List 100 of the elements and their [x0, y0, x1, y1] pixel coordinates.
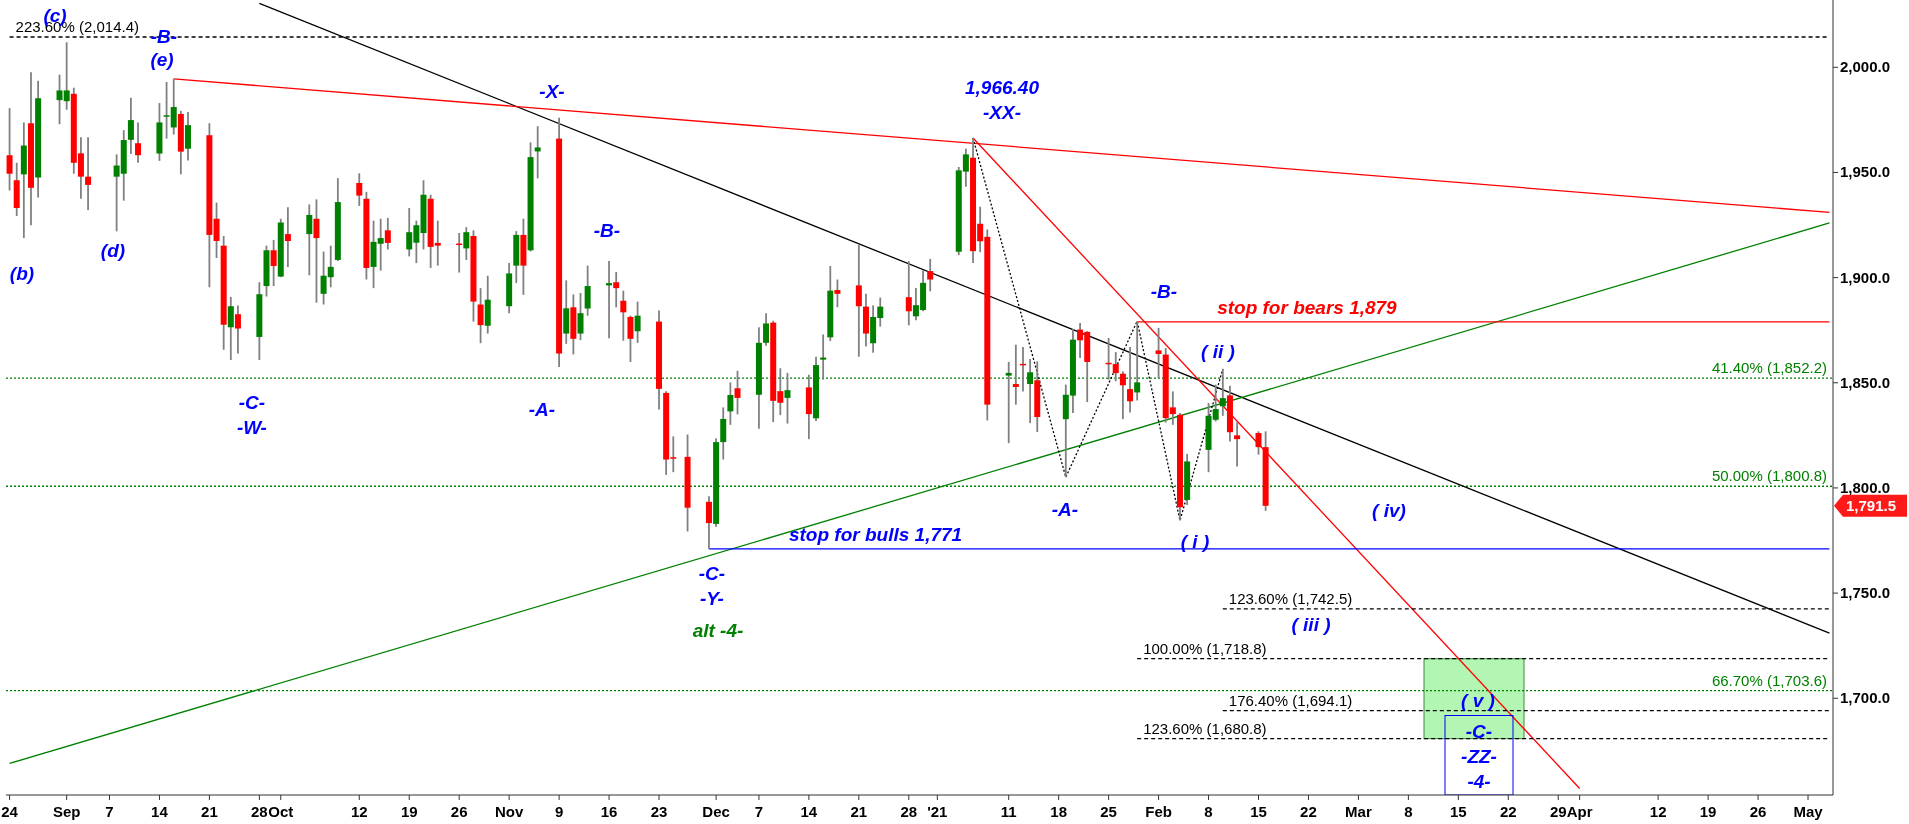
y-tick-label: 1,800.0	[1840, 478, 1891, 496]
x-tick-label: Feb	[1145, 803, 1172, 820]
annotation: -B-	[150, 26, 178, 48]
x-tick-label: 14	[800, 803, 818, 820]
annotation: -B-	[593, 220, 621, 242]
candlestick	[284, 206, 291, 268]
x-tick-label: Oct	[268, 803, 294, 820]
candlestick	[270, 239, 277, 287]
x-tick-label: Mar	[1345, 803, 1372, 820]
annotation: ( v )	[1461, 690, 1495, 712]
x-tick-label: 26	[450, 803, 468, 820]
candlestick	[127, 96, 134, 155]
y-tick-label: 1,700.0	[1840, 689, 1891, 707]
candlestick	[85, 136, 92, 211]
x-tick-label: 28	[900, 803, 918, 820]
x-tick-label: 26	[1749, 803, 1767, 820]
candlestick	[727, 381, 734, 426]
x-tick-label: 7	[105, 803, 114, 820]
x-tick-label: Sep	[52, 803, 81, 820]
annotation: ( ii )	[1201, 341, 1235, 363]
annotation: (e)	[150, 49, 174, 71]
candlestick	[1155, 326, 1162, 379]
series-label: 123.60% (1,742.5)	[1228, 589, 1353, 607]
x-tick-label: 22	[1499, 803, 1517, 820]
x-tick-label: 15	[1449, 803, 1467, 820]
x-tick-label: 12	[350, 803, 368, 820]
x-tick-label: '21	[927, 803, 948, 820]
y-tick-label: 1,900.0	[1840, 268, 1891, 286]
candlestick	[6, 107, 13, 192]
series-label: 123.60% (1,680.8)	[1143, 719, 1267, 737]
x-tick-label: 7	[754, 803, 764, 820]
x-tick-label: 23	[650, 803, 668, 820]
x-tick-label: 14	[151, 803, 169, 820]
y-tick-label: 2,000.0	[1840, 58, 1891, 76]
candlestick	[306, 203, 313, 277]
x-tick-label: 19	[1699, 803, 1717, 820]
candlestick	[1112, 351, 1119, 383]
annotation: (d)	[100, 240, 126, 262]
candlestick	[1119, 370, 1126, 421]
x-tick-label: 21	[850, 803, 868, 820]
candlestick	[705, 495, 712, 550]
x-tick-label: 24	[1, 803, 19, 820]
x-tick-label: 18	[1050, 803, 1068, 820]
candlestick	[1219, 368, 1226, 417]
candlestick	[135, 121, 142, 164]
candlestick	[627, 314, 634, 363]
candlestick	[1234, 421, 1241, 468]
candlestick	[463, 226, 470, 261]
x-tick-label: 12	[1649, 803, 1667, 820]
candlestick	[184, 111, 191, 162]
candlestick	[313, 198, 320, 304]
series-label: 176.40% (1,694.1)	[1228, 691, 1353, 709]
x-tick-label: 29	[1549, 803, 1567, 820]
x-tick-label: May	[1793, 803, 1824, 820]
x-tick-label: 8	[1404, 803, 1413, 820]
candlestick	[834, 278, 841, 309]
x-tick-label: 21	[201, 803, 218, 820]
annotation: ( iv)	[1372, 500, 1406, 522]
annotation: alt -4-	[692, 620, 744, 642]
x-tick-label: 16	[600, 803, 618, 820]
x-tick-label: 15	[1250, 803, 1267, 820]
candlestick	[855, 244, 862, 358]
y-tick-label: 1,750.0	[1840, 584, 1891, 602]
candlestick	[234, 304, 241, 355]
y-tick-label: 1,850.0	[1840, 373, 1891, 391]
candlestick	[384, 216, 391, 251]
y-tick-label: 1,950.0	[1840, 163, 1891, 181]
candlestick	[584, 264, 591, 317]
x-tick-label: Dec	[702, 803, 730, 820]
annotation: -X-	[539, 81, 565, 103]
candlestick	[1255, 430, 1262, 456]
candlestick	[477, 287, 484, 345]
x-tick-label: 25	[1100, 803, 1117, 820]
candlestick	[634, 300, 641, 344]
candlestick	[927, 258, 934, 293]
candlestick	[577, 292, 584, 341]
series-label: 100.00% (1,718.8)	[1143, 639, 1267, 657]
x-tick-label: Apr	[1566, 803, 1593, 820]
annotation: 1,966.40 -XX-	[965, 76, 1040, 123]
series-label: stop for bears 1,879	[1217, 296, 1398, 318]
annotation: -C- -W-	[237, 391, 267, 438]
annotation: -C- -ZZ- -4-	[1461, 721, 1497, 793]
x-tick-label: 19	[400, 803, 418, 820]
price-tag: 1,791.5	[1834, 494, 1907, 517]
candlestick	[613, 271, 620, 309]
candlestick	[734, 369, 741, 416]
candlestick	[763, 312, 770, 347]
ref-line-label: 66.70% (1,703.6)	[1711, 671, 1827, 689]
ref-line-label: 50.00% (1,800.8)	[1711, 467, 1827, 485]
candlestick	[534, 125, 541, 180]
annotation: ( iii )	[1291, 614, 1331, 636]
annotation: -C- -Y-	[698, 562, 726, 609]
x-tick-label: 28	[251, 803, 268, 820]
x-tick-label: 9	[554, 803, 564, 820]
annotation: (b)	[9, 263, 35, 285]
candlestick	[905, 260, 912, 327]
candlestick	[1127, 346, 1134, 414]
candlestick	[620, 289, 627, 342]
candlestick	[227, 296, 234, 361]
annotation: ( i )	[1180, 531, 1210, 553]
